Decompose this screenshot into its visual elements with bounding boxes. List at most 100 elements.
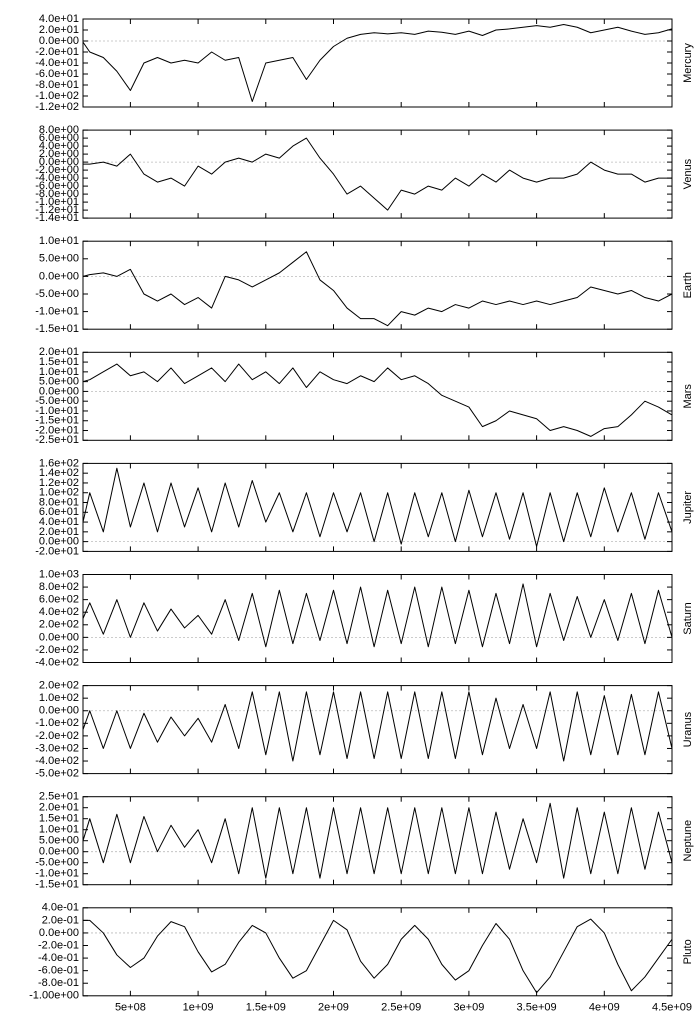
y-tick-label: -4.0e+01: [35, 57, 79, 69]
y-tick-label: -2.0e+01: [35, 545, 79, 557]
y-tick-label: 1.4e+02: [39, 467, 79, 479]
y-tick-label: -5.0e+00: [35, 857, 79, 869]
y-tick-label: 4.0e+00: [39, 140, 79, 152]
y-tick-label: -3.0e+02: [35, 742, 79, 754]
y-tick-label: 1.5e+01: [39, 813, 79, 825]
y-axis-label: Earth: [682, 272, 694, 298]
plot-frame: [82, 129, 673, 219]
y-tick-label: -2.5e+01: [35, 434, 79, 446]
y-tick-label: 2.0e-01: [42, 914, 79, 926]
y-tick-label: -1.0e+02: [35, 717, 79, 729]
y-tick-label: -1.4e+01: [35, 212, 79, 224]
y-axis-label: Venus: [682, 158, 694, 189]
series-line: [82, 363, 673, 437]
x-tick-label: 5e+08: [115, 1002, 146, 1014]
y-tick-label: -1.5e+01: [35, 323, 79, 335]
x-tick-label: 3e+09: [453, 1002, 484, 1014]
y-tick-label: -8.0e+01: [35, 79, 79, 91]
y-tick-label: 1.0e+03: [39, 568, 79, 580]
y-tick-label: 8.0e+00: [39, 124, 79, 136]
y-tick-label: 2.0e+01: [39, 802, 79, 814]
series-line: [82, 691, 673, 762]
y-tick-label: -6.0e-01: [38, 965, 79, 977]
y-tick-label: -6.0e+00: [35, 180, 79, 192]
series-line: [83, 137, 672, 211]
x-tick-label: 2.5e+09: [381, 1002, 421, 1014]
y-tick-label: 0.0e+00: [39, 156, 79, 168]
y-tick-label: -1.0e+01: [35, 196, 79, 208]
y-tick-label: 1.0e+01: [39, 824, 79, 836]
y-tick-label: -2.0e+00: [35, 164, 79, 176]
y-tick-label: 1.2e+02: [39, 477, 79, 489]
y-tick-label: 2.0e+01: [39, 346, 79, 358]
x-tick-label: 3.5e+09: [517, 1002, 557, 1014]
y-tick-label: 1.6e+02: [39, 457, 79, 469]
y-tick-label: -1.2e+02: [35, 101, 79, 113]
series-line: [83, 918, 673, 994]
plot-frame: [82, 351, 673, 441]
y-tick-label: 1.0e+02: [39, 487, 79, 499]
y-tick-label: -5.0e+00: [35, 395, 79, 407]
y-tick-label: 2.0e+01: [39, 526, 79, 538]
y-tick-label: 5.0e+00: [39, 376, 79, 388]
y-axis-label: Saturn: [682, 602, 694, 634]
y-tick-label: 1.5e+01: [39, 356, 79, 368]
y-tick-label: -6.0e+01: [35, 68, 79, 80]
y-tick-label: -1.0e+02: [35, 90, 79, 102]
y-tick-label: 2.0e+02: [39, 680, 79, 692]
plot-frame: [82, 574, 673, 663]
y-axis-label: Mars: [682, 384, 694, 409]
y-tick-label: 0.0e+00: [39, 927, 79, 939]
y-tick-label: 8.0e+02: [39, 581, 79, 593]
y-tick-label: 8.0e+01: [39, 496, 79, 508]
y-tick-label: 0.0e+00: [39, 35, 79, 47]
y-tick-label: 1.0e+02: [39, 692, 79, 704]
plot-frame: [82, 462, 673, 552]
y-tick-label: -4.0e+02: [35, 656, 79, 668]
y-tick-label: 4.0e+02: [39, 606, 79, 618]
y-axis-label: Uranus: [682, 711, 694, 747]
y-tick-label: 1.0e+01: [39, 366, 79, 378]
y-tick-label: 0.0e+00: [39, 536, 79, 548]
y-tick-label: -4.0e+00: [35, 172, 79, 184]
y-tick-label: -5.0e+00: [35, 288, 79, 300]
series-line: [82, 583, 673, 648]
y-tick-label: 4.0e+01: [39, 516, 79, 528]
x-tick-label: 1.5e+09: [246, 1002, 286, 1014]
y-tick-label: 0.0e+00: [39, 631, 79, 643]
y-tick-label: -2.0e+01: [35, 46, 79, 58]
y-axis-label: Neptune: [682, 820, 694, 862]
x-tick-label: 4e+09: [589, 1002, 620, 1014]
y-tick-label: 6.0e+00: [39, 132, 79, 144]
x-tick-label: 1e+09: [183, 1002, 214, 1014]
y-tick-label: -4.0e+02: [35, 755, 79, 767]
y-tick-label: -1.0e+01: [35, 306, 79, 318]
y-tick-label: 5.0e+00: [39, 253, 79, 265]
y-tick-label: 0.0e+00: [39, 846, 79, 858]
plot-frame: [82, 685, 673, 775]
y-tick-label: 6.0e+01: [39, 506, 79, 518]
y-tick-label: 5.0e+00: [39, 835, 79, 847]
y-tick-label: 0.0e+00: [39, 385, 79, 397]
y-tick-label: -2.0e-01: [38, 939, 79, 951]
x-tick-label: 4.5e+09: [652, 1002, 692, 1014]
y-tick-label: -1.2e+01: [35, 204, 79, 216]
series-line: [82, 467, 673, 548]
y-tick-label: 0.0e+00: [39, 705, 79, 717]
y-axis-label: Jupiter: [682, 491, 694, 524]
y-tick-label: -4.0e-01: [38, 952, 79, 964]
plot-frame: [82, 240, 673, 330]
y-tick-label: 2.0e+00: [39, 148, 79, 160]
series-line: [82, 802, 673, 879]
y-tick-label: -5.0e+02: [35, 768, 79, 780]
y-tick-label: -2.0e+01: [35, 424, 79, 436]
y-tick-label: -1.5e+01: [35, 879, 79, 891]
series-line: [82, 24, 673, 102]
plot-frame: [82, 796, 673, 886]
y-tick-label: -1.5e+01: [35, 415, 79, 427]
y-tick-label: 6.0e+02: [39, 594, 79, 606]
y-tick-label: 2.5e+01: [39, 791, 79, 803]
y-axis-label: Mercury: [682, 43, 694, 83]
